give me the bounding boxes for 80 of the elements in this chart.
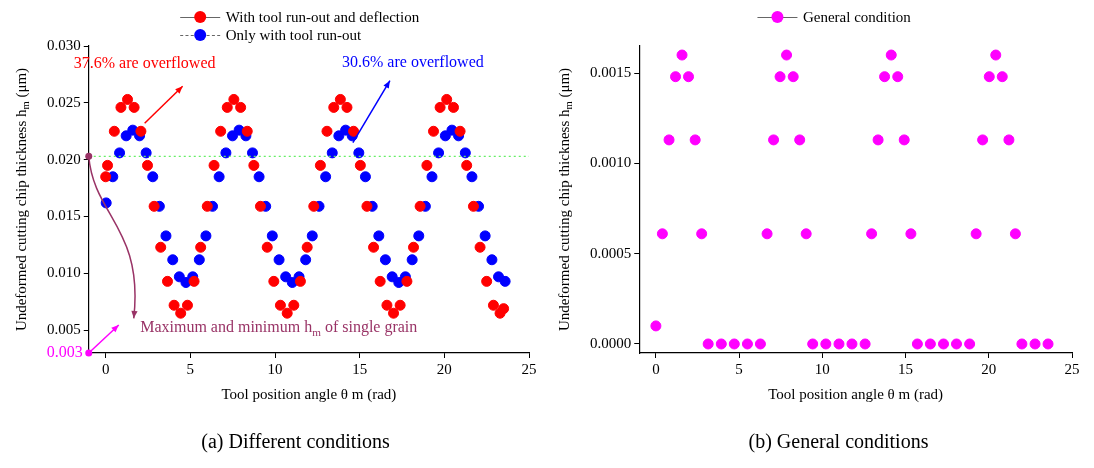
y-tick-label: 0.0000 — [590, 334, 632, 351]
point — [898, 134, 910, 146]
legend-label: Only with tool run-out — [225, 26, 362, 44]
point — [670, 71, 682, 83]
point — [768, 134, 780, 146]
point — [892, 71, 904, 83]
annotation: 30.6% are overflowed — [342, 52, 484, 70]
x-tick-label: 10 — [267, 360, 283, 377]
text: (b) General conditions — [747, 430, 930, 453]
legend-label: General condition — [802, 8, 911, 26]
point — [696, 228, 708, 240]
point — [1042, 338, 1054, 350]
point — [911, 338, 923, 350]
point — [996, 71, 1008, 83]
point — [761, 228, 773, 240]
point — [1029, 338, 1041, 350]
point — [924, 338, 936, 350]
point — [794, 134, 806, 146]
x-tick-label: 25 — [521, 360, 537, 377]
y-tick-label: 0.030 — [47, 36, 81, 53]
x-tick-label: 0 — [652, 360, 660, 377]
point — [938, 338, 950, 350]
y-axis-title: Undeformed cutting chip thickness hm (μm) — [12, 67, 32, 332]
y-axis-title: Undeformed cutting chip thickness hm (μm) — [555, 67, 575, 332]
point — [741, 338, 753, 350]
point — [781, 49, 793, 61]
point — [885, 49, 897, 61]
point — [872, 134, 884, 146]
point — [846, 338, 858, 350]
point — [800, 228, 812, 240]
point — [1016, 338, 1028, 350]
point — [1003, 134, 1015, 146]
y-tick-label: 0.020 — [47, 150, 81, 167]
point — [650, 320, 662, 332]
x-tick-label: 5 — [735, 360, 743, 377]
point — [820, 338, 832, 350]
x-tick-label: 10 — [814, 360, 830, 377]
y-tick-label: 0.0015 — [590, 64, 632, 81]
point — [964, 338, 976, 350]
x-tick-label: 20 — [436, 360, 452, 377]
y-tick-label: 0.0010 — [590, 154, 632, 171]
x-tick-label: 20 — [981, 360, 997, 377]
point — [977, 134, 989, 146]
x-tick-label: 25 — [1064, 360, 1080, 377]
point — [656, 228, 668, 240]
point — [754, 338, 766, 350]
point — [866, 228, 878, 240]
annotation: 0.003 — [46, 343, 83, 361]
x-tick-label: 5 — [186, 360, 195, 377]
y-tick-label: 0.0005 — [590, 244, 632, 261]
legend-label: With tool run-out and deflection — [225, 8, 420, 26]
point — [879, 71, 891, 83]
y-tick-label: 0.025 — [47, 93, 81, 110]
x-axis-title: Tool position angle θ m (rad) — [221, 385, 397, 403]
point — [905, 228, 917, 240]
x-tick-label: 15 — [352, 360, 368, 377]
point — [715, 338, 727, 350]
y-tick-label: 0.010 — [47, 264, 81, 281]
point — [833, 338, 845, 350]
x-tick-label: 15 — [898, 360, 914, 377]
point — [990, 49, 1002, 61]
point — [1009, 228, 1021, 240]
point — [859, 338, 871, 350]
point — [787, 71, 799, 83]
point — [689, 134, 701, 146]
point — [950, 338, 962, 350]
y-tick-label: 0.015 — [47, 207, 81, 224]
x-tick-label: 0 — [101, 360, 110, 377]
point — [774, 71, 786, 83]
point — [663, 134, 675, 146]
y-tick-label: 0.005 — [47, 321, 81, 338]
point — [983, 71, 995, 83]
point — [807, 338, 819, 350]
point — [683, 71, 695, 83]
point — [970, 228, 982, 240]
text: (a) Different conditions — [200, 430, 391, 453]
point — [676, 49, 688, 61]
point — [702, 338, 714, 350]
point — [728, 338, 740, 350]
x-axis-title: Tool position angle θ m (rad) — [768, 385, 944, 403]
